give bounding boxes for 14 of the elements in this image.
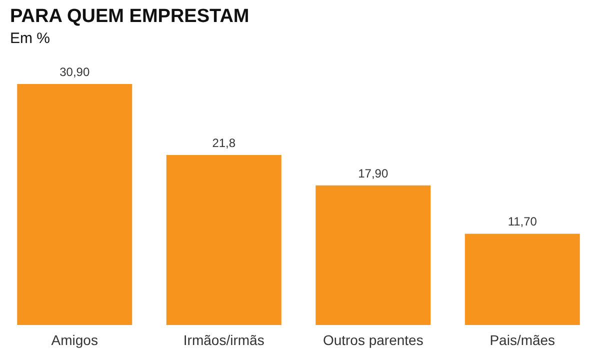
bar <box>17 84 132 325</box>
x-tick-label: Outros parentes <box>322 332 424 348</box>
data-label: 17,90 <box>358 166 388 180</box>
bar <box>464 234 580 325</box>
x-tick-label: Pais/mães <box>490 332 556 348</box>
bar <box>316 185 431 325</box>
data-label: 21,8 <box>212 136 236 150</box>
data-label: 11,70 <box>508 214 538 229</box>
chart-subtitle: Em % <box>10 30 50 47</box>
x-tick-label: Amigos <box>51 332 98 348</box>
data-label: 30,90 <box>60 65 90 79</box>
x-tick-label: Irmãos/irmãs <box>183 332 264 348</box>
chart-title: PARA QUEM EMPRESTAM <box>10 6 250 27</box>
bar <box>166 154 282 325</box>
